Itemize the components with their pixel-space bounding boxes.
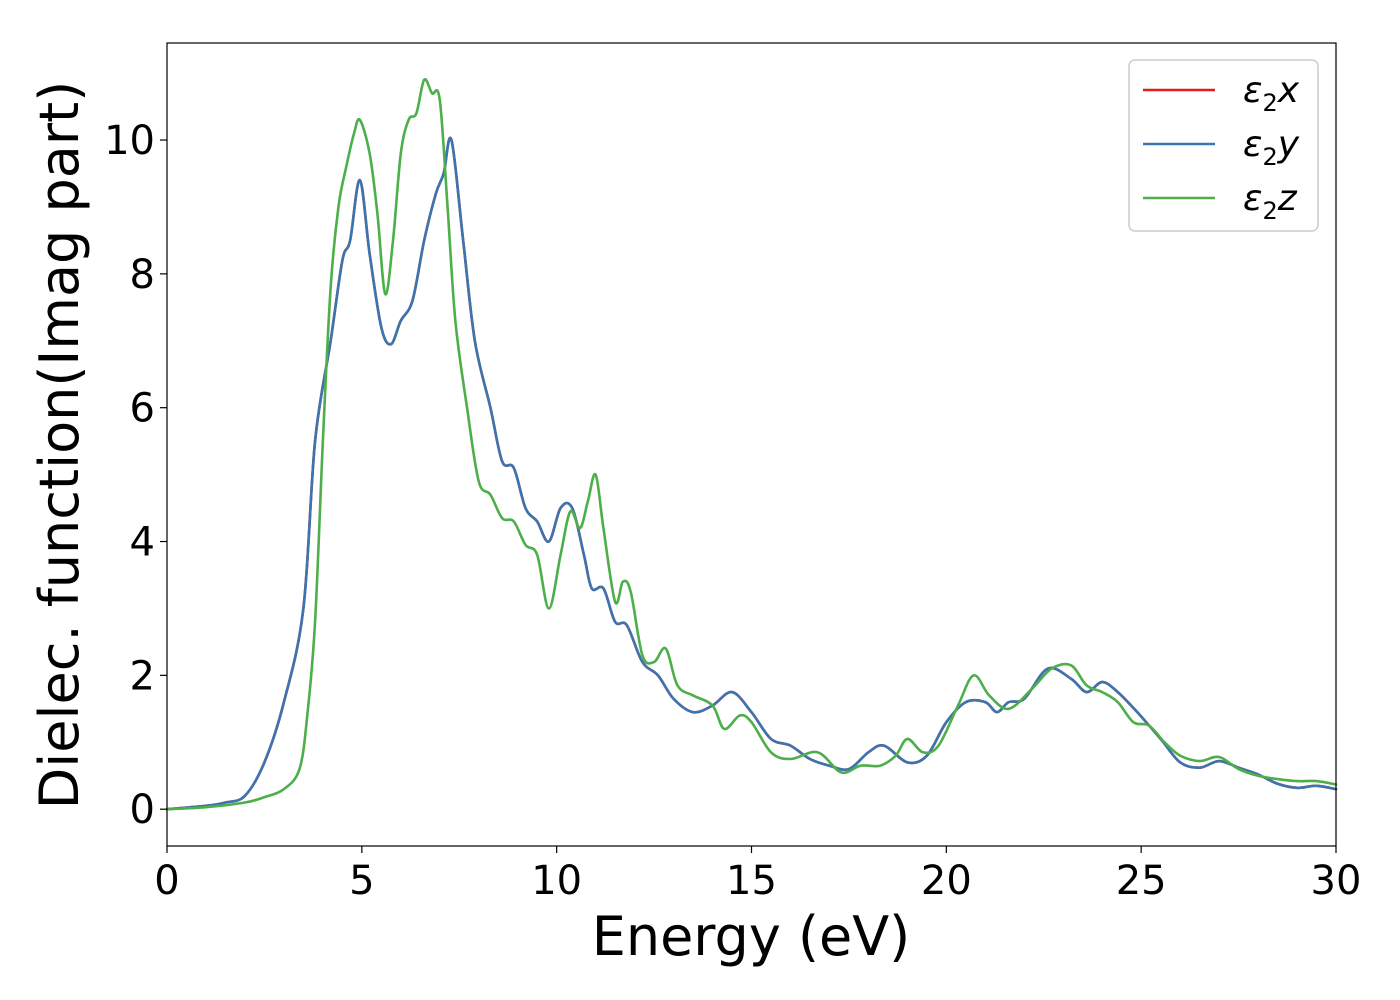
y-tick-label: 8 bbox=[130, 252, 155, 298]
legend-label-y: ε2y bbox=[1243, 124, 1300, 171]
legend-label-x: ε2x bbox=[1243, 70, 1300, 117]
x-axis: 0 5 10 15 20 25 30 bbox=[154, 846, 1361, 904]
x-tick-label: 10 bbox=[531, 858, 582, 904]
y-tick-label: 6 bbox=[130, 386, 155, 432]
x-tick-label: 25 bbox=[1116, 858, 1167, 904]
y-tick-label: 10 bbox=[104, 118, 155, 164]
x-tick-label: 15 bbox=[726, 858, 777, 904]
series-line-z bbox=[165, 77, 1338, 811]
y-axis-title: Dielec. function(Imag part) bbox=[28, 81, 91, 810]
x-tick-label: 0 bbox=[154, 858, 179, 904]
x-tick-label: 20 bbox=[921, 858, 972, 904]
x-axis-title: Energy (eV) bbox=[592, 905, 911, 968]
legend-label-z: ε2z bbox=[1243, 178, 1298, 225]
y-tick-label: 4 bbox=[130, 520, 155, 566]
legend-box bbox=[1128, 59, 1319, 232]
legend: ε2x ε2y ε2z bbox=[1128, 59, 1319, 232]
y-tick-label: 0 bbox=[130, 787, 155, 833]
series-layer bbox=[165, 77, 1338, 811]
x-tick-label: 30 bbox=[1311, 858, 1362, 904]
y-axis: 0 2 4 6 8 10 bbox=[104, 118, 167, 833]
x-tick-label: 5 bbox=[349, 858, 374, 904]
y-tick-label: 2 bbox=[130, 653, 155, 699]
